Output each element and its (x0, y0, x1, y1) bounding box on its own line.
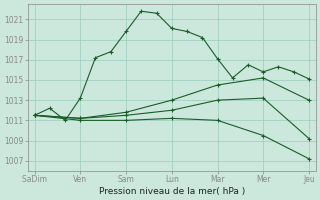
X-axis label: Pression niveau de la mer( hPa ): Pression niveau de la mer( hPa ) (99, 187, 245, 196)
